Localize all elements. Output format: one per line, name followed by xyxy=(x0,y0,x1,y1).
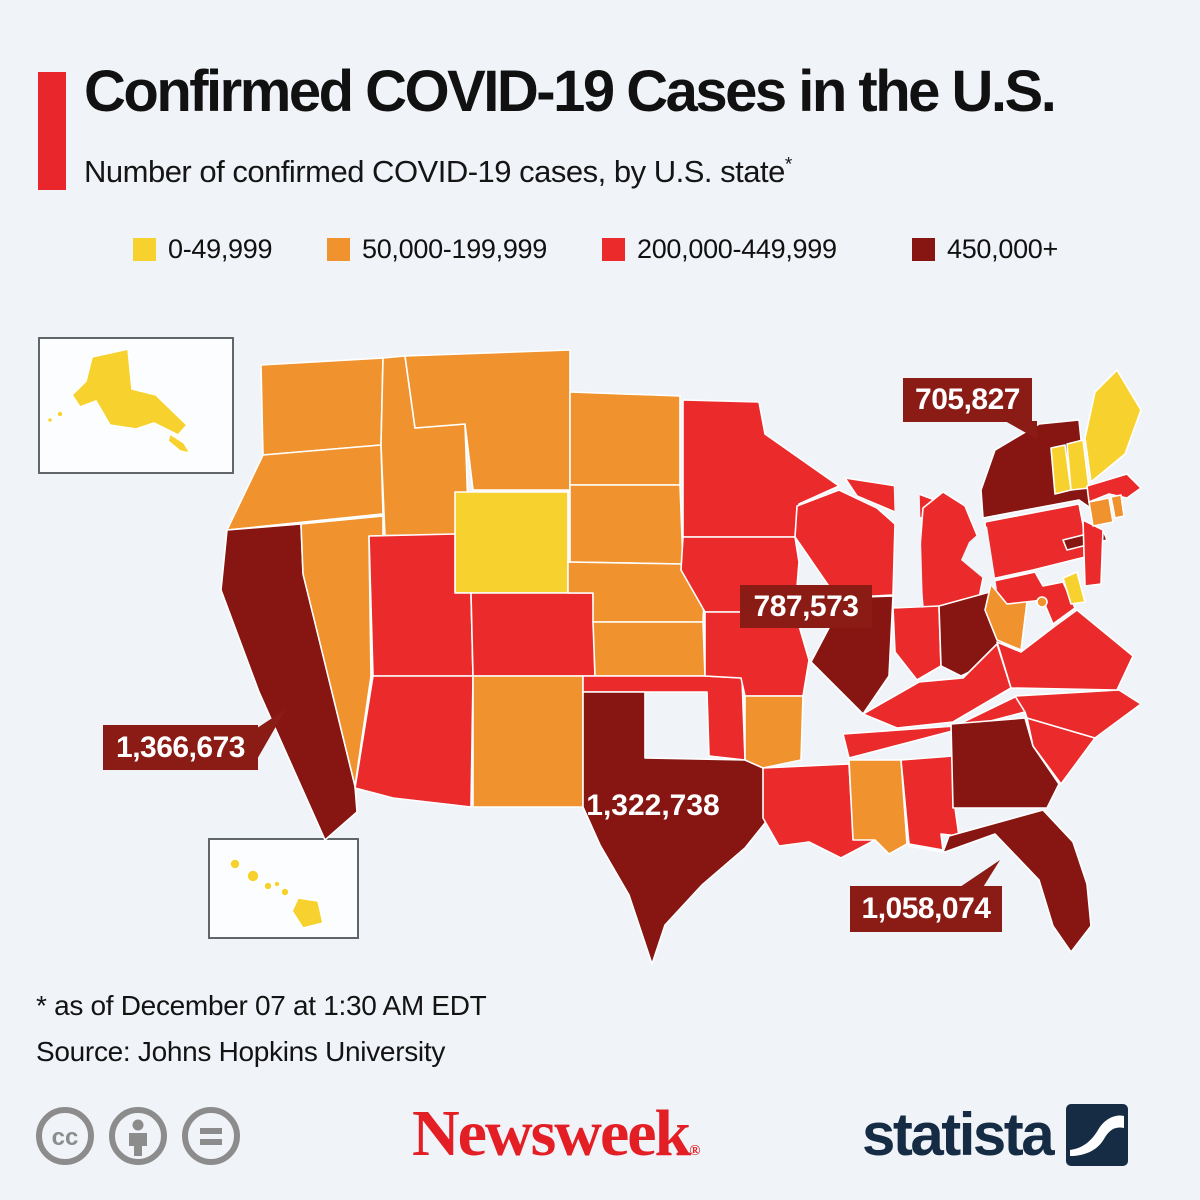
newsweek-logo: Newsweek® xyxy=(412,1096,700,1172)
state-arkansas xyxy=(744,695,804,769)
alaska-panhandle xyxy=(167,433,191,454)
state-montana xyxy=(404,349,571,491)
hawaii-map xyxy=(229,858,324,929)
registered-mark: ® xyxy=(689,1143,701,1159)
hawaii-big-island xyxy=(291,897,324,929)
statista-logo: statista xyxy=(862,1100,1129,1169)
state-colorado xyxy=(470,592,596,677)
legend-swatch-orange xyxy=(327,237,350,261)
state-indiana xyxy=(892,605,942,681)
hawaii-island xyxy=(273,880,281,888)
state-kansas xyxy=(592,621,706,677)
footnote: * as of December 07 at 1:30 AM EDT xyxy=(36,990,487,1021)
callout-value: 1,366,673 xyxy=(116,730,245,764)
state-arizona xyxy=(354,675,474,808)
callout-value: 787,573 xyxy=(753,589,859,623)
state-virginia xyxy=(996,609,1134,691)
alaska-aleutian-island xyxy=(46,416,54,424)
callout-new-york: 705,827 xyxy=(903,378,1037,439)
statista-logo-mark xyxy=(1066,1103,1129,1166)
state-mississippi xyxy=(848,759,908,855)
alaska-inset-box xyxy=(38,337,234,474)
us-choropleth-map xyxy=(197,340,1142,965)
legend-label: 50,000-199,999 xyxy=(362,233,547,264)
state-north-carolina xyxy=(1014,689,1142,739)
hawaii-island xyxy=(246,869,260,883)
alaska-aleutian-island xyxy=(56,410,64,418)
state-new-jersey xyxy=(1082,519,1104,587)
state-maryland xyxy=(988,571,1076,625)
state-delaware xyxy=(1062,571,1086,605)
subtitle-text: Number of confirmed COVID-19 cases, by U… xyxy=(84,154,785,189)
hawaii-island xyxy=(280,887,290,897)
state-new-mexico xyxy=(472,675,584,808)
attribution-person-icon xyxy=(109,1107,167,1165)
cc-icon: cc xyxy=(36,1107,94,1165)
newsweek-wordmark: Newsweek xyxy=(412,1097,691,1170)
state-alaska xyxy=(71,348,188,436)
state-wyoming xyxy=(454,491,569,594)
legend-item-2: 200,000-449,999 xyxy=(602,233,837,264)
callout-illinois: 787,573 xyxy=(740,585,872,628)
legend-label: 450,000+ xyxy=(947,233,1058,264)
state-georgia xyxy=(950,717,1060,809)
state-nevada xyxy=(300,515,384,787)
legend-item-0: 0-49,999 xyxy=(133,233,273,264)
legend-label: 200,000-449,999 xyxy=(637,233,837,264)
license-icons: cc xyxy=(35,1106,241,1166)
callout-florida: 1,058,074 xyxy=(850,860,1002,932)
legend-item-3: 450,000+ xyxy=(912,233,1058,264)
state-district-of-columbia xyxy=(1036,596,1048,608)
state-texas xyxy=(582,691,770,965)
state-rhode-island xyxy=(1110,494,1125,519)
no-derivatives-equals-icon xyxy=(182,1107,240,1165)
legend-swatch-yellow xyxy=(133,237,156,261)
title-accent-bar xyxy=(38,72,66,190)
legend-swatch-red xyxy=(602,237,625,261)
hawaii-inset-box xyxy=(208,838,359,939)
svg-text:cc: cc xyxy=(52,1124,79,1151)
page-title: Confirmed COVID-19 Cases in the U.S. xyxy=(84,59,1057,124)
statista-wordmark: statista xyxy=(862,1101,1055,1168)
us-map-svg xyxy=(220,349,1142,965)
callout-california: 1,366,673 xyxy=(103,709,286,770)
legend-label: 0-49,999 xyxy=(168,233,273,264)
page-subtitle: Number of confirmed COVID-19 cases, by U… xyxy=(84,154,792,190)
hawaii-island xyxy=(229,858,241,870)
state-south-dakota xyxy=(569,484,684,565)
legend-swatch-darkred xyxy=(912,237,935,261)
subtitle-asterisk: * xyxy=(784,154,792,176)
legend-item-1: 50,000-199,999 xyxy=(327,233,547,264)
hawaii-island xyxy=(263,881,273,891)
state-connecticut xyxy=(1088,497,1114,527)
callout-value: 1,058,074 xyxy=(861,892,991,925)
state-florida xyxy=(908,809,1092,953)
state-oregon xyxy=(226,444,384,531)
state-maine xyxy=(1084,369,1142,483)
callout-value: 705,827 xyxy=(915,383,1020,416)
source-line: Source: Johns Hopkins University xyxy=(36,1036,446,1067)
lake-michigan xyxy=(893,462,923,608)
callout-value: 1,322,738 xyxy=(586,789,720,822)
alaska-map xyxy=(46,348,191,454)
label-texas: 1,322,738 xyxy=(578,788,728,824)
state-washington xyxy=(260,357,384,456)
state-wisconsin xyxy=(794,489,896,599)
state-north-dakota xyxy=(569,391,681,486)
lake-erie xyxy=(961,526,997,590)
